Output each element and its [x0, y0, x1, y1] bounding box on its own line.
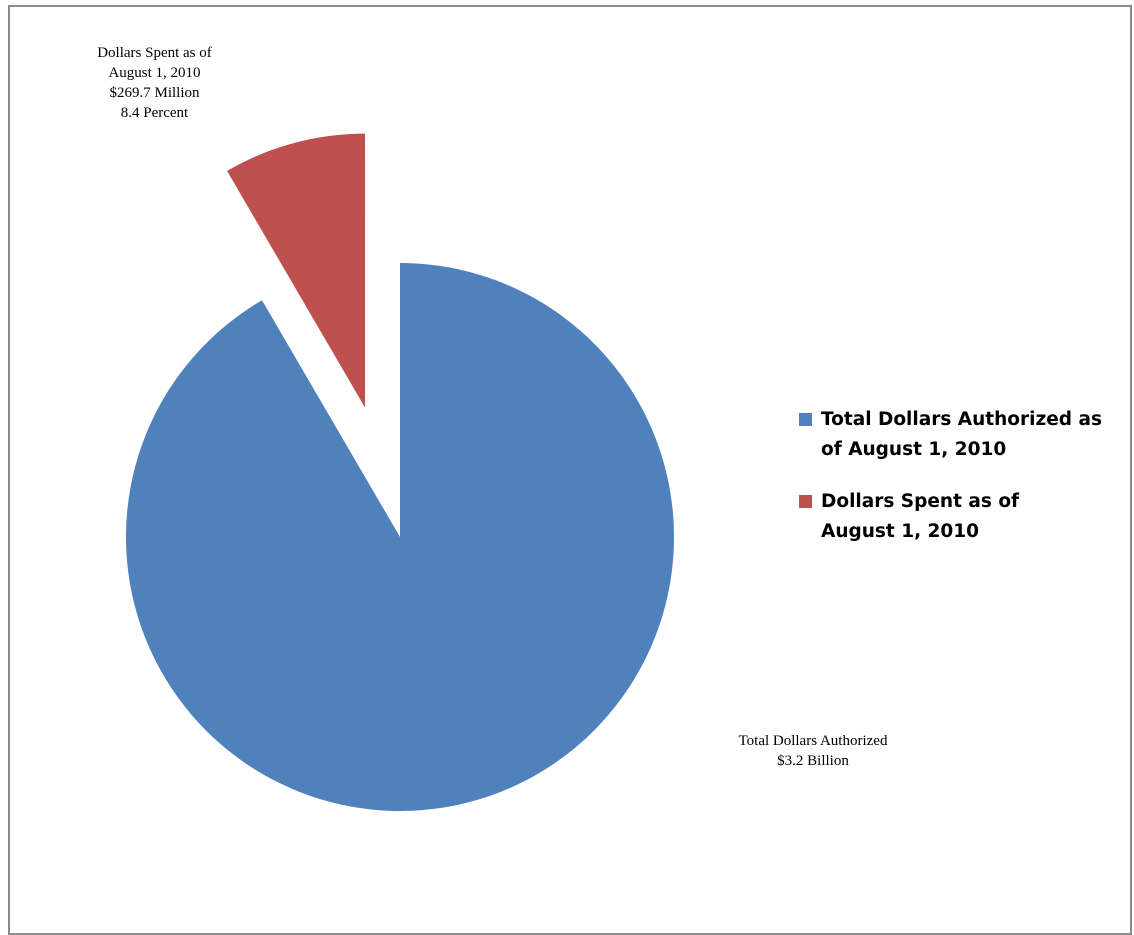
data-label-line: Total Dollars Authorized — [738, 733, 888, 749]
legend-label: of August 1, 2010 — [821, 439, 1007, 460]
legend-swatch-blue — [799, 413, 812, 426]
data-label-line: Dollars Spent as of — [97, 45, 212, 61]
legend-label: August 1, 2010 — [821, 521, 980, 542]
pie-slice-dollars-spent — [227, 133, 366, 408]
data-label-line: $3.2 Billion — [777, 753, 849, 769]
pie-chart — [125, 133, 675, 811]
data-label-line: $269.7 Million — [109, 85, 200, 101]
data-label-line: 8.4 Percent — [120, 105, 189, 121]
data-label-dollars-spent: Dollars Spent as of August 1, 2010 $269.… — [67, 43, 242, 123]
legend-item-dollars-spent: Dollars Spent as of August 1, 2010 — [799, 487, 1134, 547]
pie-slice-total-authorized — [125, 263, 675, 811]
legend-label: Dollars Spent as of — [821, 491, 1020, 512]
data-label-line: August 1, 2010 — [108, 65, 201, 81]
legend-item-total-authorized: Total Dollars Authorized as of August 1,… — [799, 405, 1134, 465]
data-label-total-authorized: Total Dollars Authorized $3.2 Billion — [698, 731, 928, 771]
legend-swatch-red — [799, 495, 812, 508]
legend-label: Total Dollars Authorized as — [821, 409, 1102, 430]
chart-legend: Total Dollars Authorized as of August 1,… — [799, 405, 1134, 569]
chart-frame: Dollars Spent as of August 1, 2010 $269.… — [8, 5, 1132, 935]
